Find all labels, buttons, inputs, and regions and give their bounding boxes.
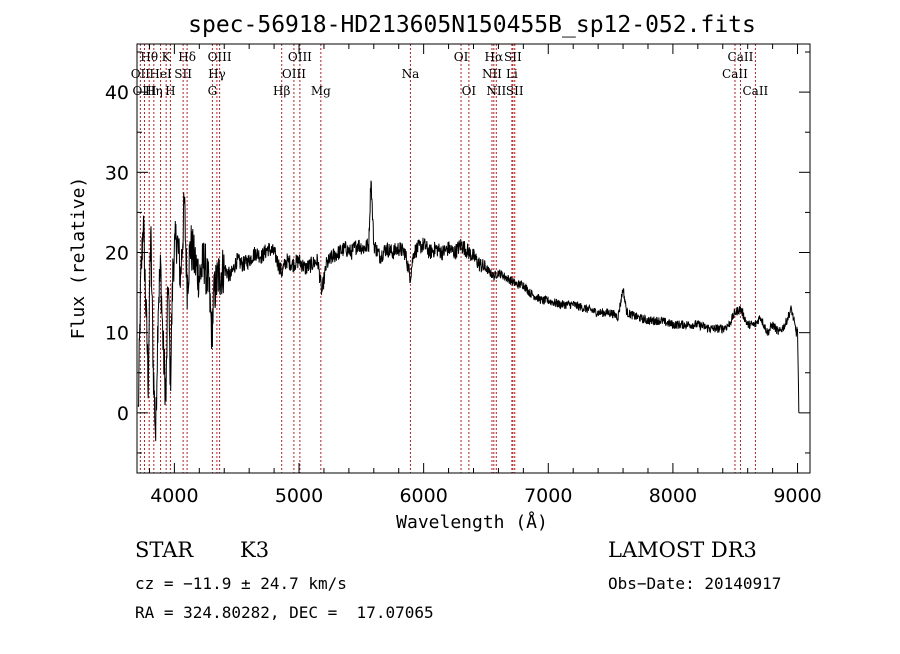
x-tick-label: 4000 — [150, 485, 198, 507]
line-label-9: G — [208, 84, 218, 98]
sky-coordinates: RA = 324.80282, DEC = 17.07065 — [135, 603, 434, 622]
line-label-22: Li — [506, 67, 518, 81]
line-label-3: Hη — [145, 84, 163, 98]
line-label-1: Hθ — [140, 50, 158, 64]
emission-line-markers — [139, 44, 756, 473]
line-label-2: OIII — [132, 84, 156, 98]
x-tick-label: 7000 — [524, 485, 572, 507]
y-tick-label: 0 — [117, 403, 129, 425]
line-label-14: OIII — [288, 50, 312, 64]
x-tick-label: 5000 — [275, 485, 323, 507]
line-label-13: OIII — [282, 67, 306, 81]
line-label-6: H — [165, 84, 175, 98]
chart-title: spec-56918-HD213605N150455B_sp12-052.fit… — [188, 12, 756, 38]
line-label-21: NII — [486, 84, 506, 98]
line-label-18: OI — [462, 84, 477, 98]
line-label-5: K — [162, 50, 172, 64]
line-label-8: Hδ — [178, 50, 196, 64]
x-axis-ticks: 4000 5000 6000 7000 8000 9000 — [148, 44, 822, 507]
line-label-12: Hβ — [273, 84, 290, 98]
spectrum-layer — [137, 180, 800, 442]
redshift-cz: cz = −11.9 ± 24.7 km/s — [135, 574, 347, 593]
line-label-16: Na — [402, 67, 420, 81]
object-subclass: K3 — [240, 538, 270, 562]
line-label-7: SII — [174, 67, 192, 81]
y-tick-label: 40 — [105, 82, 129, 104]
y-tick-label: 10 — [105, 323, 129, 345]
line-label-17: OI — [454, 50, 469, 64]
y-tick-label: 30 — [105, 162, 129, 184]
line-label-24: SII — [506, 84, 524, 98]
emission-line-labels: OIIHθOIIIHηHeIKHSIIHδGHγOIIIHβOIIIOIIIMg… — [131, 50, 769, 98]
x-axis-label: Wavelength (Å) — [396, 511, 548, 533]
x-tick-label: 6000 — [399, 485, 447, 507]
x-tick-label: 8000 — [649, 485, 697, 507]
y-axis-ticks: 0 10 20 30 40 — [105, 51, 810, 454]
survey-release: LAMOST DR3 — [608, 538, 757, 562]
line-label-11: OIII — [208, 50, 232, 64]
line-label-27: CaII — [742, 84, 768, 98]
spectrum-trace — [137, 180, 800, 442]
y-tick-label: 20 — [105, 242, 129, 264]
line-label-25: CaII — [722, 67, 748, 81]
line-label-20: Hα — [485, 50, 504, 64]
line-label-23: SII — [504, 50, 522, 64]
y-axis-label: Flux (relative) — [68, 177, 89, 340]
line-label-0: OII — [131, 67, 151, 81]
line-label-4: HeI — [149, 67, 172, 81]
x-tick-label: 9000 — [773, 485, 821, 507]
observation-date: Obs−Date: 20140917 — [608, 574, 782, 593]
object-class: STAR — [135, 538, 194, 562]
line-label-26: CaII — [728, 50, 754, 64]
line-label-19: NII — [482, 67, 502, 81]
line-label-10: Hγ — [208, 67, 226, 81]
line-label-15: Mg — [311, 84, 331, 98]
